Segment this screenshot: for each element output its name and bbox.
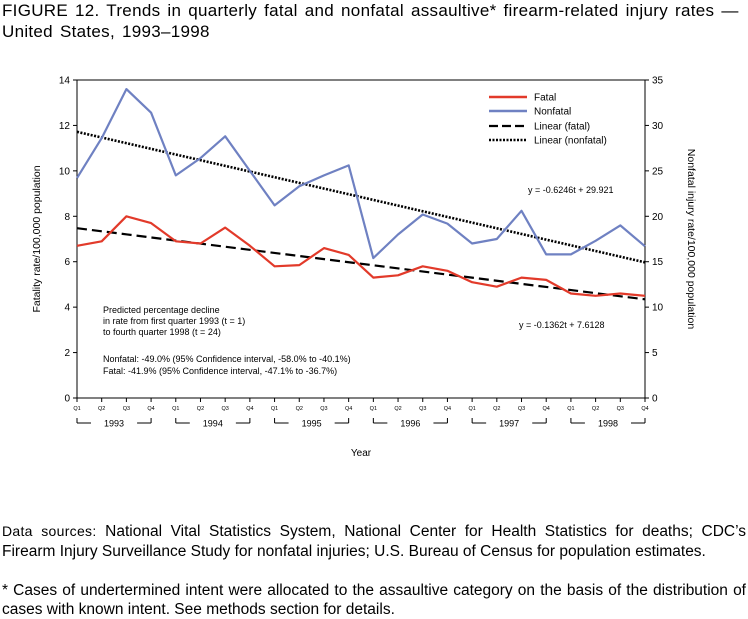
quarter-tick-label: Q4 [543,406,550,412]
trend-equation-nonfatal: y = -0.6246t + 29.921 [528,185,614,195]
left-axis-tick-label: 0 [64,394,70,405]
left-axis-tick-label: 6 [64,257,70,268]
year-label: 1995 [302,419,322,429]
quarter-tick-label: Q1 [73,406,80,412]
left-axis-tick-label: 2 [64,348,70,359]
quarter-tick-label: Q3 [518,406,525,412]
data-sources-lead: Data sources: [2,523,97,539]
quarter-tick-label: Q3 [419,406,426,412]
quarter-tick-label: Q1 [370,406,377,412]
fatal-trend-line [76,227,646,301]
year-label: 1997 [499,419,519,429]
plot-frame [76,79,646,399]
decline-note-line: in rate from first quarter 1993 (t = 1) [103,316,245,326]
trend-equation-fatal: y = -0.1362t + 7.6128 [519,320,605,330]
year-label: 1994 [203,419,223,429]
year-label: 1998 [598,419,618,429]
quarter-tick-label: Q1 [172,406,179,412]
quarter-tick-label: Q4 [246,406,253,412]
data-sources-text: National Vital Statistics System, Nation… [2,523,746,560]
quarter-tick-label: Q2 [197,406,204,412]
right-axis-tick-label: 15 [652,257,664,268]
quarter-tick-label: Q3 [123,406,130,412]
left-axis-tick-label: 8 [64,212,70,223]
right-axis-tick-label: 20 [652,212,664,223]
quarter-tick-label: Q2 [296,406,303,412]
right-axis-title: Nonfatal injury rate/100,000 population [685,149,697,330]
legend-label: Linear (nonfatal) [534,136,607,147]
right-axis-tick-label: 10 [652,303,664,314]
right-axis-tick-label: 5 [652,348,658,359]
legend-label: Linear (fatal) [534,122,590,133]
quarter-tick-label: Q1 [468,406,475,412]
legend-label: Fatal [534,93,556,104]
nonfatal-decline-note: Nonfatal: -49.0% (95% Confidence interva… [103,354,351,364]
quarter-tick-label: Q2 [98,406,105,412]
quarter-tick-label: Q4 [345,406,352,412]
quarter-tick-label: Q1 [271,406,278,412]
quarter-tick-label: Q4 [641,406,648,412]
nonfatal-trend-line [76,130,646,264]
year-label: 1993 [104,419,124,429]
decline-note-line: to fourth quarter 1998 (t = 24) [103,327,221,337]
nonfatal-series-line [76,87,646,260]
quarter-tick-label: Q2 [394,406,401,412]
right-axis-tick-label: 35 [652,76,664,87]
right-axis-tick-label: 25 [652,166,664,177]
quarter-tick-label: Q2 [493,406,500,412]
quarter-tick-label: Q2 [592,406,599,412]
left-axis-tick-label: 12 [59,121,71,132]
quarter-tick-label: Q3 [222,406,229,412]
footnote: * Cases of undertermined intent were all… [2,582,746,618]
data-sources: Data sources: National Vital Statistics … [2,521,746,562]
fatal-decline-note: Fatal: -41.9% (95% Confidence interval, … [103,366,337,376]
left-axis-title: Fatality rate/100,000 population [31,165,43,312]
right-axis-tick-label: 0 [652,394,658,405]
quarter-tick-label: Q1 [567,406,574,412]
left-axis-tick-label: 14 [59,76,71,87]
quarter-tick-label: Q3 [617,406,624,412]
chart-canvas: 0 2 4 6 8 10 12 14 0 5 10 15 20 25 30 35 Fatality rate/1… [31,76,697,460]
decline-note-line: Predicted percentage decline [103,305,220,315]
right-axis-tick-label: 30 [652,121,664,132]
quarter-tick-label: Q3 [320,406,327,412]
x-axis-title: Year [351,448,372,459]
figure-title: FIGURE 12. Trends in quarterly fatal and… [2,1,739,41]
year-label: 1996 [400,419,420,429]
left-axis-tick-label: 4 [64,303,70,314]
legend-label: Nonfatal [534,107,571,118]
quarter-tick-label: Q4 [444,406,451,412]
left-axis-tick-label: 10 [59,166,71,177]
fatal-series-line [76,215,646,297]
quarter-tick-label: Q4 [147,406,154,412]
